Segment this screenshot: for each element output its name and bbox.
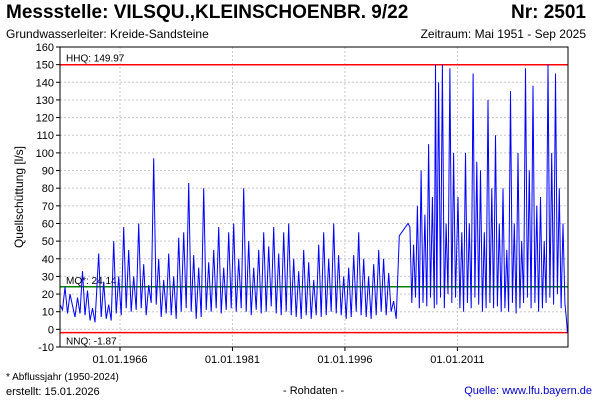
x-tick-label: 01.01.1996 — [317, 354, 372, 366]
source-link[interactable]: Quelle: www.lfu.bayern.de — [464, 385, 592, 397]
discharge-series-line — [59, 64, 568, 333]
y-tick-label: 50 — [42, 236, 54, 248]
y-tick-label: 40 — [42, 254, 54, 266]
hhq-label: HHQ: 149.97 — [66, 54, 125, 65]
y-tick-label: 110 — [36, 130, 54, 142]
y-tick-label: 120 — [36, 113, 54, 125]
y-tick-label: 80 — [42, 183, 54, 195]
mq-label: MQ*: 24.14 — [66, 276, 117, 287]
y-tick-label: 20 — [42, 289, 54, 301]
y-tick-label: 100 — [36, 148, 54, 160]
axes: -10 0 10 20 30 40 50 60 70 80 90 100 110 120 130 140 150… — [36, 42, 569, 366]
period-label: Zeitraum: Mai 1951 - Sep 2025 — [420, 27, 586, 41]
y-axis-label: Quellschüttung [l/s] — [12, 146, 26, 248]
y-tick-label: 160 — [36, 42, 54, 54]
x-tick-label: 01.01.1966 — [92, 354, 147, 366]
series-layer — [59, 64, 568, 333]
y-tick-label: 70 — [42, 201, 54, 213]
y-tick-label: 130 — [36, 95, 54, 107]
y-tick-label: 150 — [36, 60, 54, 72]
y-tick-label: 0 — [48, 324, 54, 336]
aquifer-label: Grundwasserleiter: Kreide-Sandsteine — [6, 27, 209, 41]
raw-data-label: - Rohdaten - — [283, 385, 345, 397]
footnote: * Abflussjahr (1950-2024) — [6, 372, 119, 383]
plot-frame — [59, 46, 569, 348]
y-tick-label: 10 — [42, 307, 54, 319]
station-title: Messstelle: VILSQU.,KLEINSCHOENBR. 9/22 — [6, 2, 409, 23]
created-date: erstellt: 15.01.2026 — [6, 386, 100, 398]
station-number: Nr: 2501 — [511, 2, 586, 23]
x-tick-label: 01.01.1981 — [205, 354, 260, 366]
y-tick-label: -10 — [38, 342, 54, 354]
x-tick-label: 01.01.2011 — [430, 354, 484, 366]
y-tick-label: 30 — [42, 271, 54, 283]
y-tick-label: 60 — [42, 218, 54, 230]
y-tick-label: 90 — [42, 166, 54, 178]
nnq-label: NNQ: -1.87 — [66, 337, 117, 348]
y-tick-label: 140 — [36, 77, 54, 89]
